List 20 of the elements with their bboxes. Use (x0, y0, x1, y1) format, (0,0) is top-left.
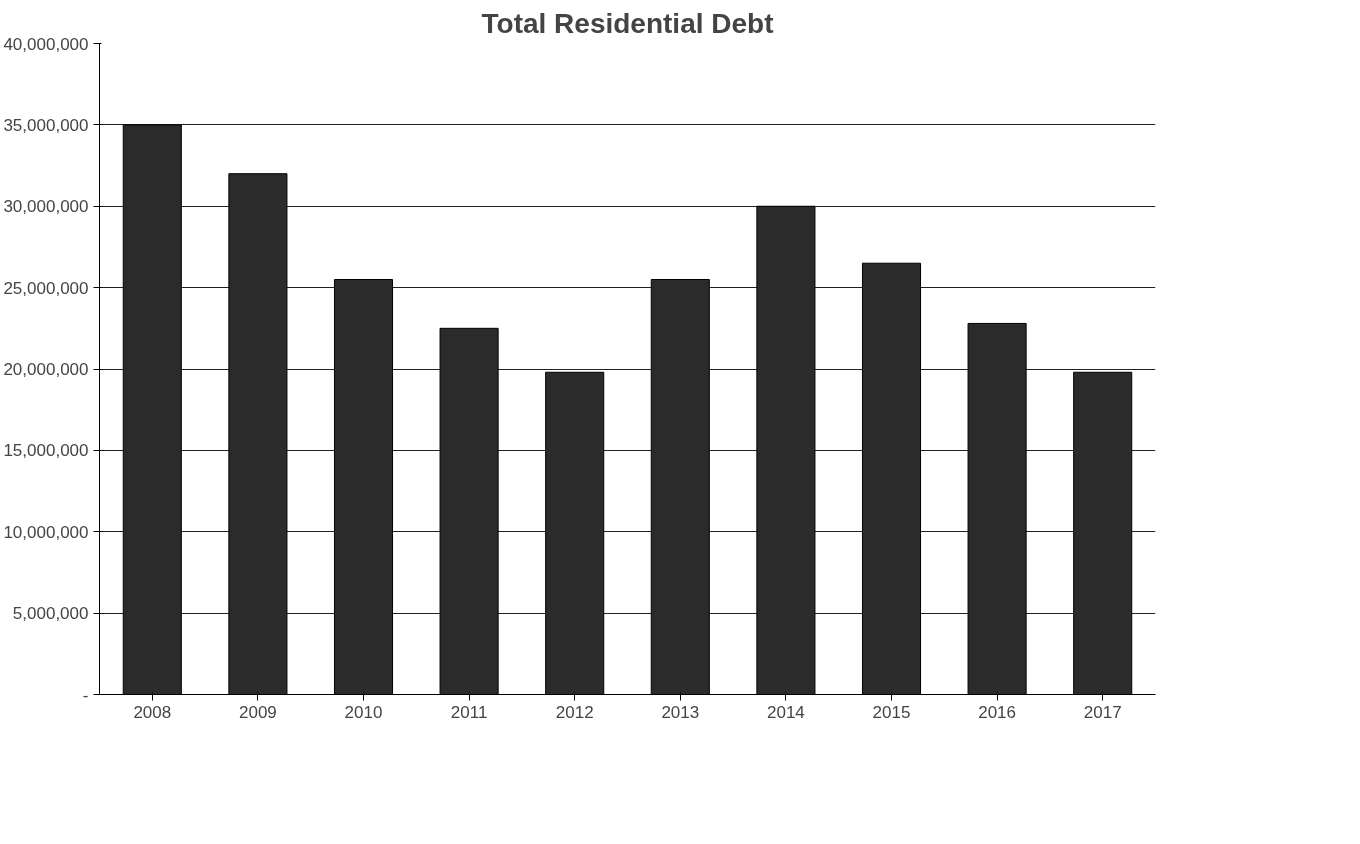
x-tick-label: 2010 (344, 702, 383, 722)
x-tick-label: 2017 (1083, 702, 1122, 722)
y-tick-label: 40,000,000 (3, 34, 89, 54)
x-tick-label: 2013 (661, 702, 700, 722)
y-tick-label: - (82, 685, 89, 705)
x-tick-label: 2008 (133, 702, 172, 722)
y-tick-label: 15,000,000 (3, 441, 89, 461)
y-tick-label: 10,000,000 (3, 522, 89, 542)
x-tick-label: 2015 (872, 702, 911, 722)
x-tick-label: 2011 (450, 702, 488, 722)
x-tick-label: 2014 (766, 702, 805, 722)
y-tick-label: 35,000,000 (3, 115, 89, 135)
x-tick-label: 2009 (238, 702, 277, 722)
y-tick-label: 25,000,000 (3, 278, 89, 298)
x-tick-label: 2012 (555, 702, 594, 722)
x-tick-label: 2016 (978, 702, 1017, 722)
y-tick-label: 30,000,000 (3, 197, 89, 217)
y-tick-label: 20,000,000 (3, 360, 89, 379)
chart-title: Total Residential Debt (481, 7, 774, 39)
y-tick-label: 5,000,000 (12, 604, 89, 624)
